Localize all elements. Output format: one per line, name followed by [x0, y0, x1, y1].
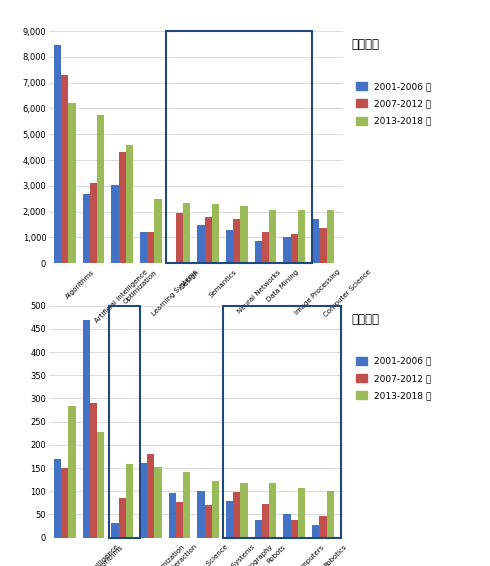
Bar	[312, 525, 319, 538]
Bar	[69, 406, 75, 538]
Text: Robotics: Robotics	[323, 543, 348, 566]
Bar	[262, 232, 269, 263]
Bar	[90, 183, 97, 263]
Bar	[291, 520, 298, 538]
Bar	[241, 207, 247, 263]
Bar	[140, 464, 147, 538]
Bar	[255, 241, 262, 263]
Bar	[97, 432, 104, 538]
Bar	[140, 232, 147, 263]
Bar	[90, 403, 97, 538]
Bar	[154, 199, 162, 263]
Text: Computers: Computers	[294, 543, 325, 566]
Bar	[97, 115, 104, 263]
Text: Computer Science: Computer Science	[179, 543, 229, 566]
Bar	[83, 320, 90, 538]
Bar	[154, 467, 162, 538]
Text: 》世界《: 》世界《	[352, 38, 380, 51]
Bar	[205, 505, 212, 538]
Bar	[212, 204, 219, 263]
Text: Learning Systems: Learning Systems	[151, 269, 199, 317]
Bar	[109, 306, 140, 538]
Text: Algorithms: Algorithms	[94, 543, 124, 566]
Text: Artificial Intelligence: Artificial Intelligence	[65, 543, 120, 566]
Bar	[166, 31, 312, 263]
Text: 》日本《: 》日本《	[352, 312, 380, 325]
Legend: 2001-2006 年, 2007-2012 年, 2013-2018 年: 2001-2006 年, 2007-2012 年, 2013-2018 年	[356, 357, 432, 400]
Bar	[226, 230, 233, 263]
Bar	[111, 185, 119, 263]
Bar	[291, 234, 298, 263]
Text: Image Processing: Image Processing	[294, 269, 342, 316]
Bar	[298, 211, 305, 263]
Bar	[147, 232, 154, 263]
Bar	[176, 213, 183, 263]
Bar	[262, 504, 269, 538]
Bar	[319, 228, 326, 263]
Bar	[119, 152, 126, 263]
Bar	[326, 210, 334, 263]
Text: Cryptography: Cryptography	[237, 543, 275, 566]
Bar	[126, 144, 133, 263]
Bar	[126, 464, 133, 538]
Bar	[269, 483, 276, 538]
Bar	[183, 203, 190, 263]
Bar	[319, 516, 326, 538]
Bar	[298, 487, 305, 538]
Bar	[226, 500, 233, 538]
Text: Optimization: Optimization	[151, 543, 187, 566]
Bar	[54, 459, 61, 538]
Bar	[269, 209, 276, 263]
Text: Human Computer Interaction: Human Computer Interaction	[122, 543, 198, 566]
Bar	[212, 481, 219, 538]
Text: Robots: Robots	[266, 543, 287, 564]
Text: Data Mining: Data Mining	[266, 269, 299, 303]
Text: Computer Science: Computer Science	[323, 269, 372, 319]
Bar	[233, 219, 241, 263]
Bar	[69, 104, 75, 263]
Bar	[284, 237, 291, 263]
Bar	[241, 483, 247, 538]
Text: Algorithms: Algorithms	[65, 269, 96, 300]
Bar	[119, 498, 126, 538]
Bar	[176, 502, 183, 538]
Bar	[147, 454, 154, 538]
Bar	[223, 306, 341, 538]
Text: Design: Design	[179, 269, 201, 290]
Bar	[326, 491, 334, 538]
Bar	[111, 523, 119, 538]
Bar	[205, 217, 212, 263]
Bar	[183, 472, 190, 538]
Text: Artificial Intelligence: Artificial Intelligence	[94, 269, 148, 324]
Bar	[197, 225, 205, 263]
Bar	[255, 520, 262, 538]
Bar	[284, 513, 291, 538]
Bar	[197, 491, 205, 538]
Bar	[233, 492, 241, 538]
Bar	[54, 45, 61, 263]
Bar	[83, 194, 90, 263]
Bar	[61, 468, 69, 538]
Bar	[61, 75, 69, 263]
Text: Semantics: Semantics	[208, 269, 238, 299]
Text: Neural Networks: Neural Networks	[237, 269, 282, 315]
Legend: 2001-2006 年, 2007-2012 年, 2013-2018 年: 2001-2006 年, 2007-2012 年, 2013-2018 年	[356, 82, 432, 126]
Bar	[312, 220, 319, 263]
Text: Learning Systems: Learning Systems	[208, 543, 256, 566]
Bar	[169, 492, 176, 538]
Text: Optimization: Optimization	[122, 269, 158, 305]
